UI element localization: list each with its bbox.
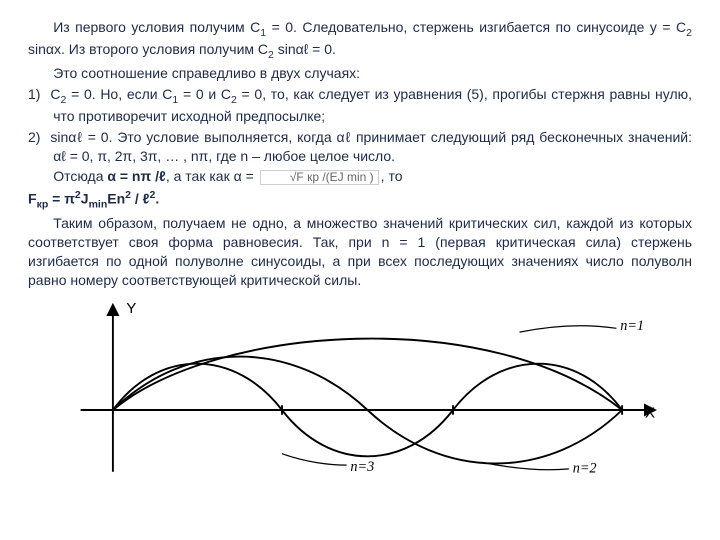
svg-text:n=1: n=1	[620, 318, 644, 334]
list-item-2: 2)sinαℓ = 0. Это условие выполняется, ко…	[28, 128, 692, 166]
list-item-1: 1)C2 = 0. Но, если C1 = 0 и C2 = 0, то, …	[28, 85, 692, 126]
svg-text:X: X	[645, 404, 655, 421]
svg-text:n=2: n=2	[573, 460, 597, 476]
para-2: Это соотношение справедливо в двух случа…	[28, 64, 692, 83]
svg-text:n=3: n=3	[350, 458, 374, 474]
para-4: Таким образом, получаем не одно, а множе…	[28, 214, 692, 290]
body-text: Из первого условия получим C1 = 0. Следо…	[28, 18, 692, 290]
svg-text:Y: Y	[126, 300, 136, 317]
para-3: Отсюда α = nπ /ℓ, а так как α = √F кр /(…	[28, 167, 692, 186]
inline-formula: √F кр /(EJ min )	[260, 170, 379, 185]
center-formula: Fкр = π2JminEn2 / ℓ2.	[28, 188, 692, 212]
mode-shape-chart: Y Xn=1 n=2 n=3	[28, 296, 692, 491]
para-1: Из первого условия получим C1 = 0. Следо…	[28, 18, 692, 62]
